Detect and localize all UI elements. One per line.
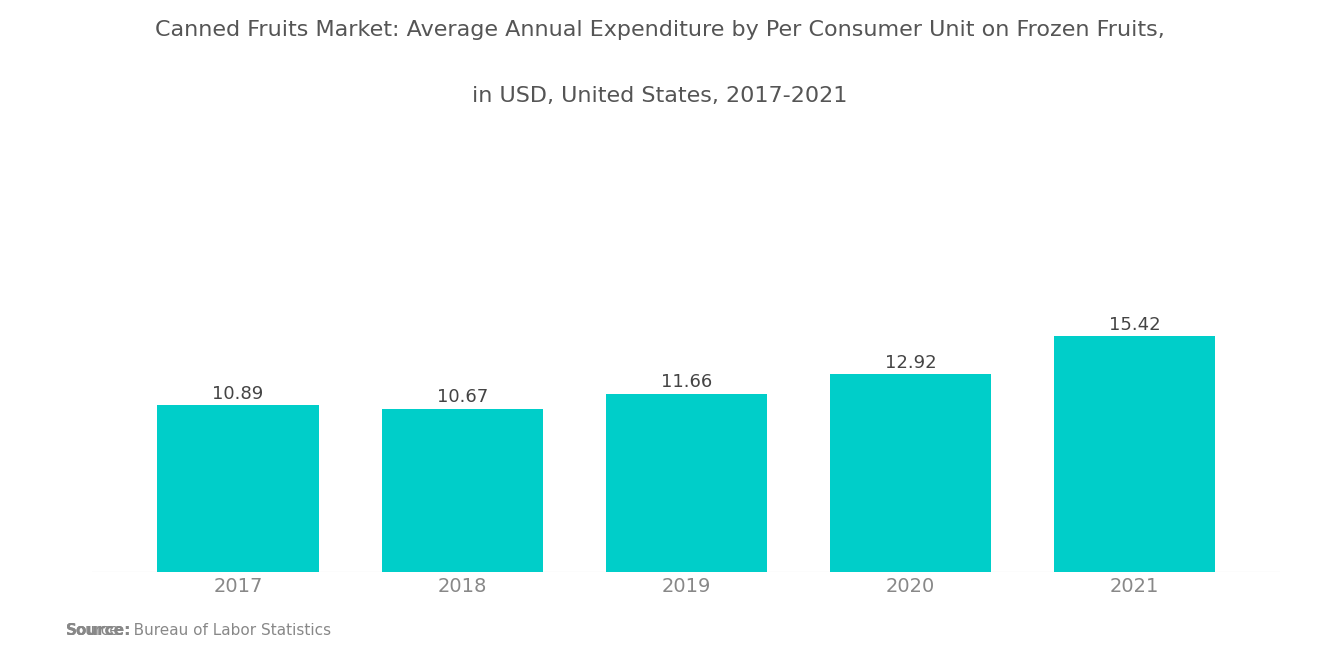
Text: 10.89: 10.89 xyxy=(213,385,264,403)
Bar xyxy=(157,406,319,572)
Text: Source:  Bureau of Labor Statistics: Source: Bureau of Labor Statistics xyxy=(66,623,331,638)
Text: Source:: Source: xyxy=(66,623,132,638)
Text: Source:: Source: xyxy=(66,623,132,638)
Bar xyxy=(381,409,543,572)
Text: 10.67: 10.67 xyxy=(437,388,488,406)
Text: 15.42: 15.42 xyxy=(1109,316,1160,334)
Text: in USD, United States, 2017-2021: in USD, United States, 2017-2021 xyxy=(473,86,847,106)
Text: 11.66: 11.66 xyxy=(661,373,711,391)
Text: Canned Fruits Market: Average Annual Expenditure by Per Consumer Unit on Frozen : Canned Fruits Market: Average Annual Exp… xyxy=(156,20,1164,40)
Bar xyxy=(1053,336,1216,572)
Bar xyxy=(830,374,991,572)
Text: 12.92: 12.92 xyxy=(884,354,936,372)
Bar xyxy=(606,394,767,572)
